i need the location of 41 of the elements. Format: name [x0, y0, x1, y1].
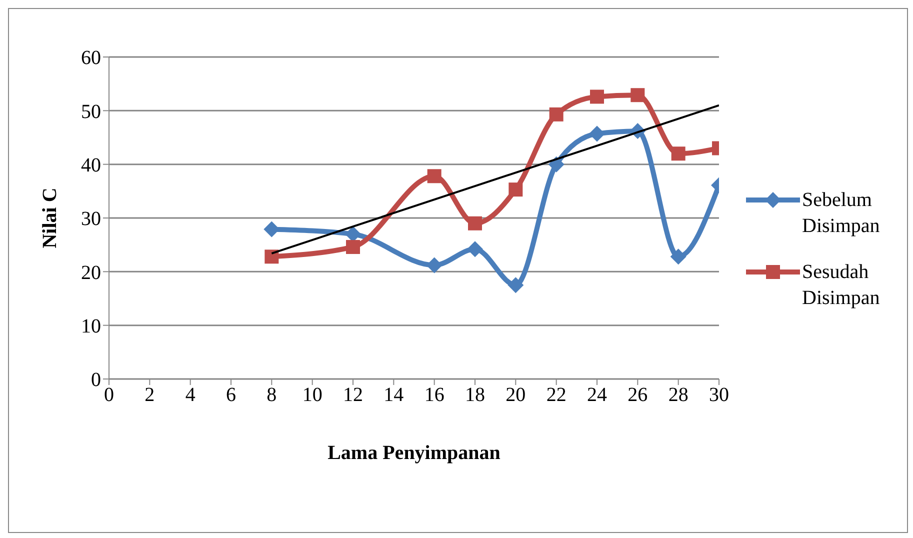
x-tick-label: 20 — [506, 384, 526, 406]
legend-label: Sebelum Disimpan — [802, 188, 881, 239]
x-tick-label: 4 — [185, 384, 196, 406]
x-tick-label: 24 — [587, 384, 607, 406]
x-tick-label: 18 — [465, 384, 485, 406]
point — [590, 90, 604, 104]
x-axis-title: Lama Penyimpanan — [328, 442, 500, 464]
point — [549, 107, 564, 122]
point — [427, 169, 442, 184]
y-tick-label: 20 — [81, 262, 101, 284]
x-tick-label: 16 — [424, 384, 444, 406]
point — [264, 250, 279, 264]
point — [589, 126, 605, 142]
x-tick-label: 12 — [343, 384, 363, 406]
x-tick-label: 28 — [668, 384, 688, 406]
x-tick-label: 2 — [144, 384, 155, 406]
point — [468, 216, 482, 230]
y-tick-label: 50 — [81, 100, 101, 123]
point — [426, 257, 442, 274]
y-tick-label: 60 — [81, 47, 101, 70]
x-tick-label: 14 — [384, 384, 404, 406]
x-tick-label: 10 — [302, 384, 322, 406]
y-tick-label: 10 — [81, 315, 101, 338]
point — [671, 146, 686, 161]
y-tick-label: 0 — [91, 369, 101, 392]
point — [670, 248, 686, 265]
x-tick-label: 6 — [226, 384, 236, 406]
point — [508, 277, 524, 294]
point — [508, 182, 523, 197]
x-tick-label: 26 — [628, 384, 648, 406]
x-tick-label: 8 — [266, 384, 277, 406]
y-axis-title: Nilai C — [39, 188, 62, 248]
point — [630, 88, 645, 102]
x-tick-label: 22 — [546, 384, 566, 406]
point — [467, 241, 483, 258]
legend-label: Sesudah Disimpan — [802, 260, 881, 311]
point — [346, 240, 360, 254]
x-tick-label: 30 — [709, 384, 729, 406]
y-tick-label: 40 — [81, 154, 101, 176]
point — [548, 156, 564, 172]
y-tick-label: 30 — [81, 208, 101, 230]
